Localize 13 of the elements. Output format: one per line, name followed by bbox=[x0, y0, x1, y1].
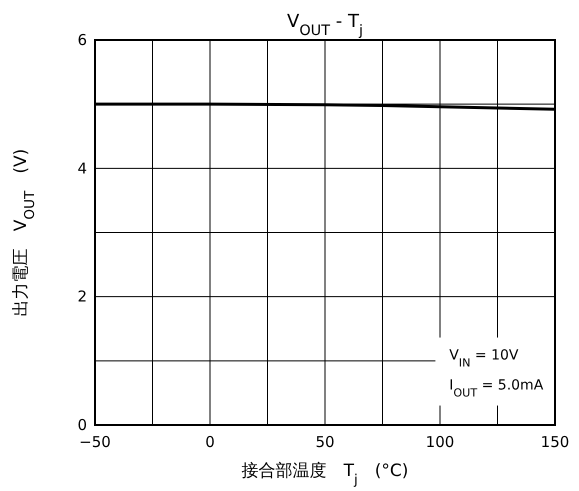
chart-title: V$_{OUT}$ - T$_{j}$ bbox=[287, 11, 363, 39]
y-tick-label: 4 bbox=[77, 159, 87, 178]
y-tick-label: 6 bbox=[77, 31, 87, 49]
y-tick-label: 0 bbox=[77, 416, 87, 434]
x-tick-label: −50 bbox=[79, 433, 111, 451]
annotation: I$_{OUT}$ = 5.0mA bbox=[449, 378, 544, 400]
annotation: V$_{IN}$ = 10V bbox=[449, 348, 519, 370]
x-tick-label: 0 bbox=[205, 433, 215, 451]
text: 接合部温度 T$_{j}$ (°C) bbox=[242, 461, 408, 488]
x-tick-label: 100 bbox=[426, 433, 454, 451]
y-tick-label: 2 bbox=[77, 288, 87, 306]
x-tick-label: 150 bbox=[540, 433, 570, 451]
x-tick-label: 50 bbox=[315, 433, 335, 451]
